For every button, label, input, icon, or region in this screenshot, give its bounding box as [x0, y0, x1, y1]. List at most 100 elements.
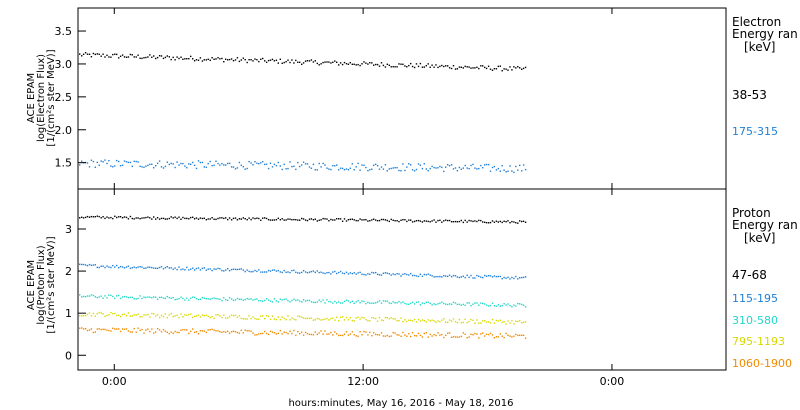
data-point	[478, 275, 480, 277]
data-point	[491, 166, 494, 169]
data-point	[404, 65, 406, 67]
data-point	[277, 332, 279, 334]
data-point	[94, 296, 96, 298]
data-point	[192, 296, 194, 298]
data-point	[375, 271, 377, 274]
data-point	[330, 301, 332, 303]
data-point	[361, 334, 363, 336]
data-point	[470, 164, 472, 167]
data-point	[400, 302, 402, 304]
data-point	[396, 273, 398, 275]
data-point	[351, 63, 353, 65]
data-point	[92, 264, 95, 266]
data-point	[151, 312, 153, 315]
data-point	[408, 303, 410, 305]
data-point	[205, 298, 207, 300]
data-point	[456, 276, 459, 278]
data-point	[205, 59, 207, 61]
data-point	[357, 220, 359, 222]
data-point	[487, 163, 490, 166]
data-point	[445, 303, 447, 305]
data-point	[485, 67, 488, 70]
data-point	[240, 164, 242, 166]
data-point	[398, 334, 400, 336]
data-point	[524, 337, 527, 339]
data-point	[505, 323, 507, 325]
data-point	[450, 221, 453, 223]
data-point	[295, 299, 297, 302]
data-point	[330, 318, 332, 320]
data-point	[205, 219, 207, 221]
data-point	[413, 220, 416, 223]
data-point	[260, 271, 262, 273]
data-point	[258, 318, 260, 320]
data-point	[242, 57, 244, 59]
data-point	[390, 66, 392, 68]
data-point	[445, 321, 447, 323]
data-point	[437, 66, 439, 69]
data-point	[380, 218, 383, 221]
data-point	[104, 56, 106, 58]
data-point	[441, 301, 443, 303]
data-point	[143, 314, 145, 316]
data-point	[271, 166, 274, 168]
data-point	[217, 267, 219, 270]
data-point	[293, 165, 295, 167]
data-point	[433, 276, 435, 278]
data-point	[503, 169, 505, 171]
data-point	[127, 330, 130, 332]
data-point	[164, 266, 167, 269]
data-point	[155, 165, 157, 167]
data-point	[81, 263, 83, 266]
data-point	[149, 330, 151, 333]
data-point	[262, 315, 264, 317]
data-point	[376, 320, 379, 322]
data-point	[197, 333, 200, 335]
data-point	[466, 321, 468, 324]
data-point	[466, 302, 468, 304]
data-point	[304, 271, 307, 273]
data-point	[499, 305, 501, 307]
data-point	[468, 320, 470, 323]
data-point	[343, 218, 346, 220]
data-point	[273, 269, 276, 271]
data-point	[411, 320, 414, 322]
data-point	[341, 220, 344, 222]
data-point	[221, 162, 223, 165]
data-point	[291, 269, 293, 272]
data-point	[489, 304, 492, 307]
data-point	[248, 298, 250, 300]
data-point	[96, 296, 98, 299]
data-point	[517, 320, 519, 323]
data-point	[281, 299, 283, 301]
data-point	[256, 318, 258, 320]
data-point	[433, 320, 435, 322]
data-point	[106, 216, 108, 218]
proton-legend: Proton Energy ran [keV] 47-68 115-195 31…	[732, 206, 798, 370]
data-point	[478, 304, 480, 306]
data-point	[347, 273, 350, 275]
data-point	[384, 66, 387, 68]
data-point	[254, 217, 256, 220]
data-point	[236, 167, 239, 169]
data-point	[464, 164, 466, 167]
data-point	[149, 316, 151, 318]
data-point	[478, 167, 480, 170]
data-point	[137, 297, 139, 300]
data-point	[81, 216, 83, 218]
data-point	[147, 296, 149, 298]
data-point	[217, 314, 219, 316]
proton-legend-title: Proton	[732, 206, 771, 220]
data-point	[147, 56, 149, 58]
data-point	[437, 219, 439, 222]
data-point	[472, 163, 474, 166]
data-point	[287, 315, 289, 317]
data-point	[392, 219, 394, 221]
data-point	[334, 60, 336, 62]
data-point	[439, 219, 441, 221]
data-point	[386, 272, 388, 274]
data-point	[454, 302, 457, 304]
data-point	[244, 218, 246, 220]
data-point	[413, 334, 416, 337]
data-point	[213, 268, 215, 270]
